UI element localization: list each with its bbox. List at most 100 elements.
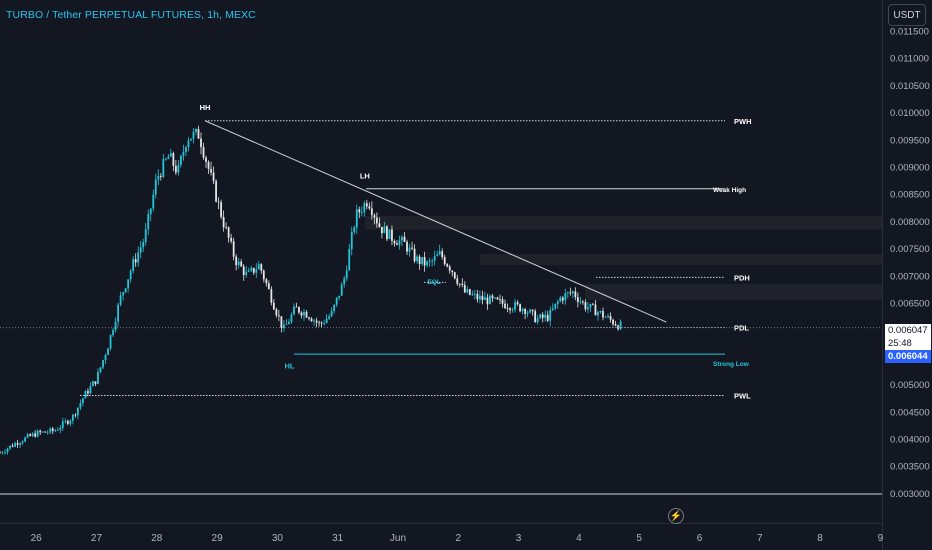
candle-body [612,319,614,325]
candle-body [481,295,484,300]
candle-body [119,295,122,305]
candle-body [220,202,222,217]
candle-body [61,421,64,428]
price-tick-label: 0.005000 [890,380,930,391]
candle-body [338,295,341,298]
candle-body [576,297,579,302]
currency-button[interactable]: USDT [888,4,926,26]
candle-body [398,240,401,245]
price-tick-label: 0.008500 [890,190,930,201]
candle-body [463,284,466,293]
candle-body [92,381,94,387]
time-tick-label: 28 [151,533,163,544]
candle-body [368,206,371,209]
candle-body [360,212,363,213]
candle-body [423,257,426,266]
candle-body [501,299,504,304]
candle-body [82,398,84,404]
candle-body [99,367,102,373]
candle-body [604,317,607,318]
candle-body [597,312,599,316]
candle-body [71,414,74,421]
candle-body [94,381,97,384]
time-tick-label: 26 [31,533,43,544]
time-tick-label: 30 [272,533,284,544]
candle-body [167,156,170,160]
candle-body [438,251,441,255]
candle-body [396,243,398,245]
candle-body [172,153,175,166]
candle-body [255,269,258,273]
candle-body [152,194,155,209]
candle-body [237,261,240,266]
candle-body [559,297,562,302]
candle-body [582,301,584,303]
time-tick-label: 31 [332,533,344,544]
supply-demand-zones [365,215,882,301]
candle-body [466,289,469,293]
candle-body [277,315,280,317]
candle-body [182,152,185,156]
candle-body [531,309,534,312]
candle-body [298,307,300,313]
price-tick-label: 0.004500 [890,407,930,418]
candle-body [413,248,416,262]
candle-body [137,252,140,263]
time-tick-label: 27 [91,533,103,544]
price-tick-label: 0.003000 [890,489,930,500]
candle-body [14,443,16,447]
price-tick-label: 0.009500 [890,135,930,146]
candle-body [39,430,42,433]
candle-body [428,261,431,263]
candle-body [217,201,220,203]
time-axis[interactable]: 26 27 28 29 30 31 Jun 2 3 4 5 6 7 8 9 [31,533,884,544]
candle-body [202,147,205,158]
candle-body [408,247,411,252]
price-tick-label: 0.009000 [890,163,930,174]
level-label: PDH [734,273,750,282]
candle-body [476,293,479,300]
candle-body [31,433,34,436]
candle-body [4,452,6,453]
candle-body [177,164,180,173]
candle-body [308,317,310,319]
price-tick-label: 0.010500 [890,81,930,92]
candle-body [44,431,47,433]
candle-body [519,304,521,312]
candle-body [49,428,52,433]
candle-body [285,324,288,325]
candle-body [443,257,446,265]
price-axis[interactable]: 0.011500 0.011000 0.010500 0.010000 0.009500… [890,27,930,500]
annotation-lh: LH [360,171,370,180]
candle-body [295,306,298,308]
candle-body [215,180,217,202]
price-tick-label: 0.003500 [890,462,930,473]
candle-body [76,407,79,416]
lightning-icon[interactable]: ⚡ [668,508,684,524]
candle-body [197,129,200,139]
candle-body [300,312,303,316]
candle-body [124,288,127,293]
candle-body [451,270,454,273]
candle-body [441,251,444,258]
candle-body [541,314,544,318]
candle-body [210,168,212,173]
candle-body [260,264,263,271]
time-tick-label: 5 [636,533,642,544]
time-tick-label: 8 [817,533,823,544]
candle-body [87,391,89,394]
candle-body [122,292,125,296]
price-tick-label: 0.004000 [890,435,930,446]
candle-body [320,322,323,324]
candle-body [340,284,343,296]
candle-body [227,227,230,238]
candle-body [242,266,245,276]
candle-body [602,311,604,318]
candle-body [614,324,617,326]
candle-body [446,264,449,267]
candle-body [431,260,434,262]
level-label: Weak High [713,187,746,194]
candle-body [418,256,421,264]
